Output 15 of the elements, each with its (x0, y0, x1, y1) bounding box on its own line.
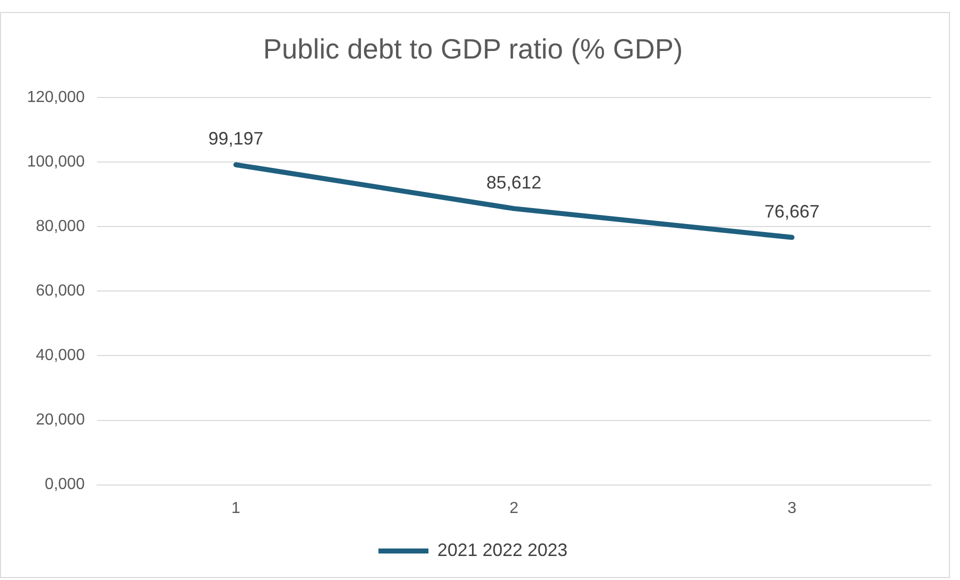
y-tick-label: 100,000 (26, 154, 85, 171)
y-tick-label: 0,000 (44, 476, 85, 494)
x-tick-label: 2 (509, 500, 518, 517)
data-label: 99,197 (208, 128, 264, 149)
data-label: 76,667 (764, 201, 820, 222)
y-tick-label: 80,000 (36, 218, 85, 236)
x-tick-label: 3 (788, 500, 797, 517)
y-tick-label: 20,000 (36, 412, 85, 429)
chart-title: Public debt to GDP ratio (% GDP) (263, 34, 683, 65)
legend-label: 2021 2022 2023 (437, 540, 568, 560)
y-tick-label: 60,000 (36, 282, 85, 300)
y-tick-label: 120,000 (26, 89, 85, 106)
x-tick-label: 1 (231, 500, 240, 517)
y-tick-label: 40,000 (36, 347, 85, 364)
data-label: 85,612 (486, 172, 542, 193)
